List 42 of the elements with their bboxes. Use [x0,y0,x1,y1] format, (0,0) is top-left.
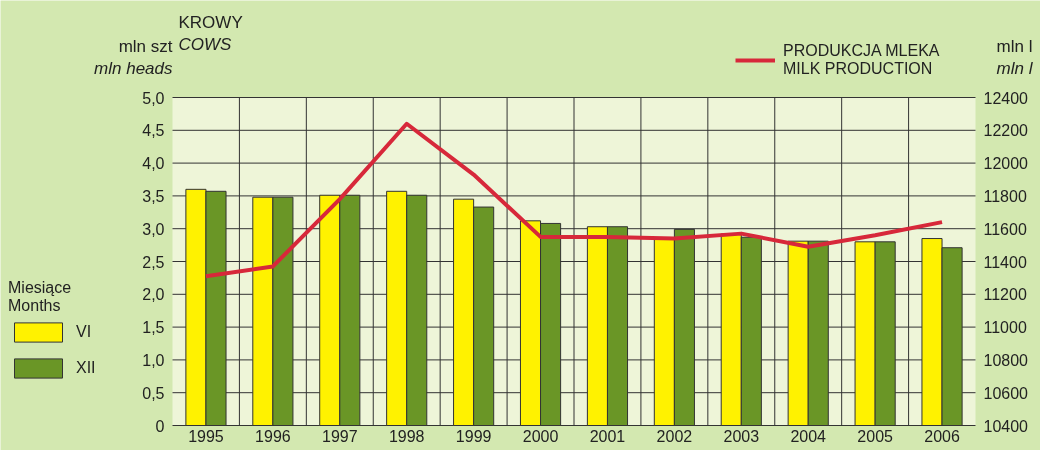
x-tick-label: 1995 [188,427,224,445]
y2-tick-label: 12400 [983,89,1029,107]
x-tick-label: 2003 [723,427,760,445]
y-tick-label: 1,5 [142,319,165,337]
y2-axis-title: mln l mln l [996,36,1034,78]
y-tick-label: 4,5 [142,122,165,140]
y2-tick-label: 10400 [983,417,1029,435]
y-tick-label: 2,5 [142,253,165,271]
x-tick-label: 1997 [321,427,358,445]
x-tick-label: 2005 [857,427,894,445]
y-tick-label: 3,0 [142,220,165,238]
x-tick-label: 1998 [388,427,425,445]
legend-title: Miesiące Months [8,279,73,315]
x-tick-label: 2002 [656,427,693,445]
y2-tick-label: 11400 [983,253,1027,271]
y-tick-label: 0,5 [142,384,165,402]
y2-tick-label: 11000 [983,319,1027,337]
y2-tick-label: 12000 [983,155,1029,173]
line-series [203,121,945,279]
y-axis-title: mln szt mln heads [94,36,173,78]
legend-label: VI [76,323,93,341]
y2-tick-label: 11200 [983,286,1027,304]
x-tick-label: 2004 [790,427,827,445]
chart-title: KROWY COWS [178,12,243,54]
y-tick-label: 2,0 [142,286,165,304]
y-tick-label: 3,5 [142,187,165,205]
legend-label: PRODUKCJA MLEKA MILK PRODUCTION [783,42,940,78]
y2-tick-label: 11800 [983,187,1027,205]
legend-label: XII [76,359,96,377]
y2-tick-label: 11600 [983,220,1027,238]
x-tick-label: 2000 [522,427,559,445]
y-tick-label: 5,0 [142,89,165,107]
y-tick-label: 1,0 [142,351,165,369]
y2-tick-label: 10600 [983,384,1029,402]
x-tick-label: 1996 [255,427,291,445]
y-tick-label: 4,0 [142,155,165,173]
y2-tick-label: 10800 [983,351,1029,369]
x-tick-label: 2006 [924,427,960,445]
x-tick-label: 1999 [455,427,492,445]
x-tick-label: 2001 [589,427,626,445]
y2-tick-label: 12200 [983,122,1029,140]
y-tick-label: 0 [155,417,165,435]
